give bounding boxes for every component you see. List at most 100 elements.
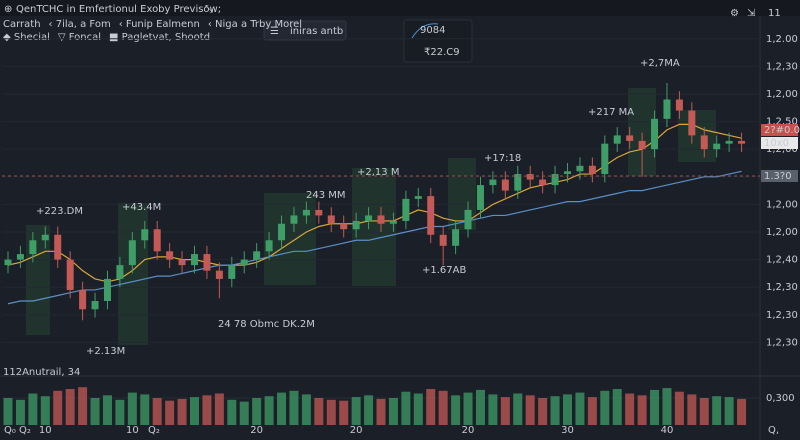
candle-body (427, 196, 435, 235)
candle-body (215, 270, 223, 279)
candle-body (725, 140, 733, 144)
x-axis-extra: Q, (768, 425, 779, 436)
volume-bar (202, 395, 212, 425)
price-tag (761, 170, 798, 182)
candle-body (501, 179, 509, 191)
candle-body (228, 265, 236, 279)
candle-body (54, 234, 62, 260)
settings-icon[interactable]: ⚙ (730, 8, 739, 19)
volume-bar (475, 389, 485, 425)
volume-bar (127, 392, 137, 425)
y-tick-label: 1,2,30 (766, 310, 798, 321)
legend-entry: ◆ Shecial (3, 32, 50, 43)
candle-body (738, 140, 746, 144)
candle-body (564, 171, 571, 175)
volume-bar (401, 391, 411, 425)
y-tick-label: 1,2,00 (766, 144, 798, 155)
icon[interactable]: ⤡ (205, 4, 213, 15)
volume-bar (712, 396, 722, 425)
volume-label: 112Anutrail, 34 (3, 367, 80, 378)
x-tick-label: 20 (350, 425, 363, 436)
candle-body (638, 140, 646, 150)
volume-bar (28, 393, 38, 425)
volume-bar (165, 400, 175, 425)
search-box[interactable] (263, 20, 347, 41)
icon: ☰ (270, 26, 279, 37)
volume-bar (40, 396, 50, 425)
volume-bar (687, 394, 697, 425)
candle-body (191, 254, 198, 266)
volume-bar (426, 389, 436, 425)
volume-bar (500, 397, 510, 425)
volume-bar (662, 388, 672, 425)
volume-bar (140, 394, 150, 425)
x-axis-extra: Q₀ Q₂ (4, 425, 31, 436)
candle-body (315, 209, 323, 216)
candle-body (389, 220, 397, 224)
candle-body (713, 143, 721, 150)
candle-body (16, 254, 24, 260)
icon: ⊕ (4, 4, 12, 15)
volume-bar (737, 398, 747, 425)
annotation: 24 78 Obmc DK.2M (218, 319, 315, 330)
y-tick-label: 1,2,00 (766, 199, 798, 210)
volume-bar (289, 390, 299, 425)
chart-title: QenTCHC in Emfertionul Exoby Previsow; (16, 4, 221, 15)
volume-bar (699, 398, 709, 425)
legend-entry: Carrath (3, 19, 41, 30)
annotation: +223.DM (36, 206, 83, 217)
volume-bar (301, 394, 311, 425)
candle-body (290, 215, 298, 224)
annotation: +43.4M (122, 202, 161, 213)
y-tick-label: 1,2.00 (766, 34, 798, 45)
candle-body (240, 259, 248, 266)
candle-body (414, 196, 422, 199)
candle-body (539, 179, 547, 186)
volume-bar (65, 389, 75, 425)
annotation: +217 MA (588, 107, 634, 118)
legend-entry: ▽ Foncal (58, 32, 101, 43)
candle-body (439, 234, 447, 246)
volume-bar (575, 392, 585, 425)
annotation: +2.13M (86, 346, 125, 357)
volume-bar (90, 398, 100, 425)
candle-body (103, 278, 111, 301)
volume-bar (724, 397, 734, 425)
x-tick-label: 30 (561, 425, 574, 436)
x-tick-label: 20 (462, 425, 475, 436)
candle-body (588, 165, 596, 175)
annotation: +17:18 (484, 153, 521, 164)
x-tick-label: 20 (250, 425, 263, 436)
candle-body (253, 251, 261, 260)
volume-bar (15, 399, 25, 425)
candle-body (178, 259, 186, 266)
price-tag (761, 137, 798, 149)
popup-value: ₹22.C9 (424, 47, 460, 58)
annotation: +2,13 M (357, 167, 399, 178)
legend-entry: ■ Pagletvat, Shootd (109, 32, 210, 43)
candle-body (452, 229, 460, 246)
y-tick-label: 1,2,00 (766, 89, 798, 100)
candle-body (116, 265, 124, 279)
candle-body (700, 135, 708, 150)
volume-bar (239, 401, 249, 425)
volume-bar (115, 399, 125, 425)
x-tick-label: 40 (661, 425, 674, 436)
volume-bar (227, 399, 237, 425)
candle-body (79, 289, 87, 310)
icon[interactable]: ⇲ (747, 8, 756, 19)
candle-body (601, 143, 609, 175)
highlight-zone (448, 158, 476, 230)
volume-bar (563, 394, 572, 425)
title-bar (0, 0, 800, 16)
candle-body (626, 135, 634, 141)
candle-body (476, 185, 484, 210)
x-tick-label: 10 (126, 425, 139, 436)
volume-bar (326, 399, 336, 425)
volume-bar (674, 391, 684, 425)
volume-bar (650, 389, 660, 425)
candle-body (663, 99, 671, 119)
search-text[interactable]: iniras antb (290, 26, 343, 37)
volume-bar (451, 395, 461, 425)
volume-bar (637, 395, 647, 425)
